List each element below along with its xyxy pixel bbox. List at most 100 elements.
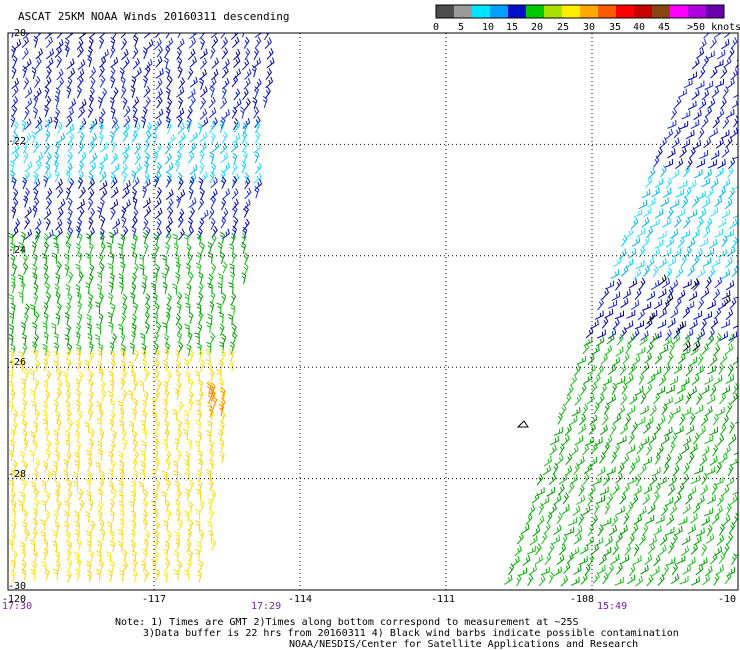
wind-barb	[206, 359, 212, 371]
wind-barb	[66, 409, 72, 423]
wind-barb	[535, 487, 545, 497]
wind-barb	[175, 349, 181, 362]
wind-barb	[208, 458, 214, 471]
wind-barb	[156, 379, 162, 392]
wind-barb	[691, 576, 700, 586]
wind-barb	[55, 272, 61, 285]
wind-barb	[725, 503, 732, 516]
wind-barb	[99, 428, 105, 442]
wind-barb	[593, 402, 600, 415]
wind-barb	[86, 313, 92, 326]
wind-barb	[643, 207, 652, 218]
wind-barb	[233, 216, 239, 229]
wind-barb	[580, 573, 588, 585]
wind-barb	[12, 55, 18, 68]
wind-barb	[727, 364, 734, 377]
wind-barb	[131, 272, 137, 286]
wind-barb	[685, 392, 692, 405]
wind-barb	[553, 524, 562, 536]
wind-barb	[254, 150, 260, 164]
wind-barb	[161, 491, 167, 503]
wind-barb	[176, 291, 183, 304]
wind-barb	[22, 461, 28, 474]
wind-barb	[76, 68, 85, 80]
wind-barb	[199, 33, 206, 40]
legend-swatch	[670, 5, 688, 18]
wind-barb	[8, 370, 14, 383]
wind-barb	[557, 412, 563, 425]
wind-barb	[31, 560, 37, 574]
wind-barb	[62, 371, 68, 383]
wind-barb	[693, 432, 700, 445]
wind-barb	[85, 282, 91, 294]
wind-barb	[633, 208, 643, 218]
wind-barb	[534, 554, 543, 565]
wind-barb	[591, 543, 600, 555]
wind-barb	[77, 141, 84, 155]
wind-barb	[11, 85, 19, 98]
wind-barb	[669, 441, 676, 454]
wind-barb	[150, 500, 156, 513]
wind-barb	[44, 120, 50, 133]
wind-barb	[197, 570, 202, 583]
wind-barb	[666, 514, 675, 526]
wind-barb	[121, 48, 129, 61]
wind-barb	[45, 281, 51, 295]
wind-barb	[615, 505, 625, 516]
wind-barb	[710, 150, 720, 160]
wind-barb	[620, 393, 628, 406]
wind-barb	[186, 106, 193, 119]
wind-barb	[66, 450, 72, 464]
wind-barb	[718, 186, 726, 198]
wind-barb	[8, 539, 14, 552]
wind-barb	[628, 247, 637, 259]
wind-barb	[658, 257, 667, 269]
wind-barb	[675, 266, 684, 279]
wind-barb	[44, 95, 52, 108]
wind-barb	[155, 263, 160, 277]
wind-barb	[663, 462, 670, 475]
wind-barb	[254, 36, 262, 49]
wind-barb	[631, 328, 640, 340]
wind-barb	[220, 349, 226, 362]
wind-barb	[68, 98, 77, 110]
wind-barb	[633, 514, 642, 525]
wind-barb	[597, 393, 605, 406]
wind-barb	[87, 105, 94, 118]
wind-barb	[12, 131, 19, 145]
wind-barb	[606, 493, 614, 506]
wind-barb	[130, 540, 136, 553]
wind-barb	[703, 168, 712, 180]
wind-barb	[98, 368, 104, 381]
wind-barb	[10, 428, 16, 442]
wind-barb	[21, 333, 27, 346]
wind-barb	[597, 564, 606, 575]
wind-barb	[10, 114, 16, 128]
wind-barb	[667, 256, 677, 267]
wind-barb	[605, 280, 615, 290]
wind-barb	[665, 237, 675, 248]
wind-barb	[9, 312, 15, 325]
wind-barb	[31, 131, 37, 144]
wind-barb	[556, 512, 563, 525]
wind-barb	[582, 472, 590, 485]
wind-barb	[642, 456, 652, 466]
wind-barb	[129, 420, 135, 433]
wind-barb	[76, 225, 81, 239]
wind-barb	[716, 406, 725, 417]
wind-barb	[645, 176, 653, 188]
wind-barb	[24, 132, 32, 145]
wind-barb	[639, 277, 646, 290]
legend-label: 35	[609, 22, 621, 33]
wind-barb	[232, 205, 238, 218]
wind-barb	[31, 322, 37, 334]
wind-barb	[707, 334, 715, 346]
wind-barb	[110, 152, 118, 165]
wind-barb	[176, 380, 182, 393]
wind-barb	[10, 302, 16, 315]
wind-barb	[166, 97, 173, 111]
wind-barb	[696, 495, 705, 506]
wind-barb	[521, 523, 530, 534]
wind-barb	[252, 97, 258, 110]
wind-barb	[668, 475, 677, 487]
